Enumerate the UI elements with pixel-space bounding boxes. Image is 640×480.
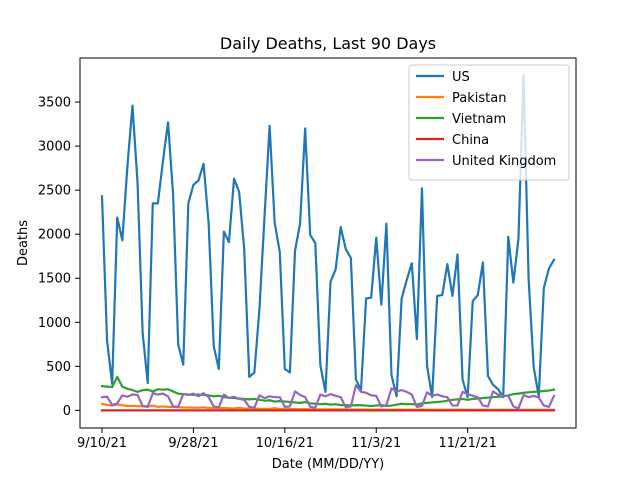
x-tick-label: 11/21/21 (438, 436, 496, 451)
x-tick-label: 9/10/21 (77, 436, 127, 451)
y-tick-label: 1500 (38, 272, 71, 287)
x-axis-label: Date (MM/DD/YY) (272, 457, 384, 472)
y-tick-label: 2000 (38, 228, 71, 243)
plot-frame (79, 57, 577, 429)
y-tick-label: 3500 (38, 96, 71, 111)
y-tick-label: 500 (46, 360, 71, 375)
series-line-us (100, 73, 556, 399)
x-tick-label: 10/16/21 (256, 436, 314, 451)
x-tick-label: 9/28/21 (168, 436, 218, 451)
y-axis: 0 500 1000 1500 2000 2500 3000 3500 (38, 96, 80, 419)
y-axis-label: Deaths (16, 220, 31, 266)
legend-label-china: China (452, 133, 489, 148)
plot-area (100, 73, 556, 412)
y-tick-label: 2500 (38, 184, 71, 199)
series-line-united-kingdom (100, 384, 556, 410)
chart-title: Daily Deaths, Last 90 Days (220, 34, 436, 53)
x-axis: 9/10/21 9/28/21 10/16/21 11/3/21 11/21/21 (77, 428, 497, 451)
legend-box (408, 64, 570, 181)
y-tick-label: 0 (63, 404, 71, 419)
y-tick-label: 3000 (38, 140, 71, 155)
x-tick-label: 11/3/21 (351, 436, 401, 451)
legend: US Pakistan Vietnam China United Kingdom (408, 64, 570, 181)
legend-label-united-kingdom: United Kingdom (452, 154, 556, 169)
legend-label-vietnam: Vietnam (452, 112, 506, 127)
legend-label-us: US (452, 70, 470, 85)
legend-label-pakistan: Pakistan (452, 91, 506, 106)
y-tick-label: 1000 (38, 316, 71, 331)
